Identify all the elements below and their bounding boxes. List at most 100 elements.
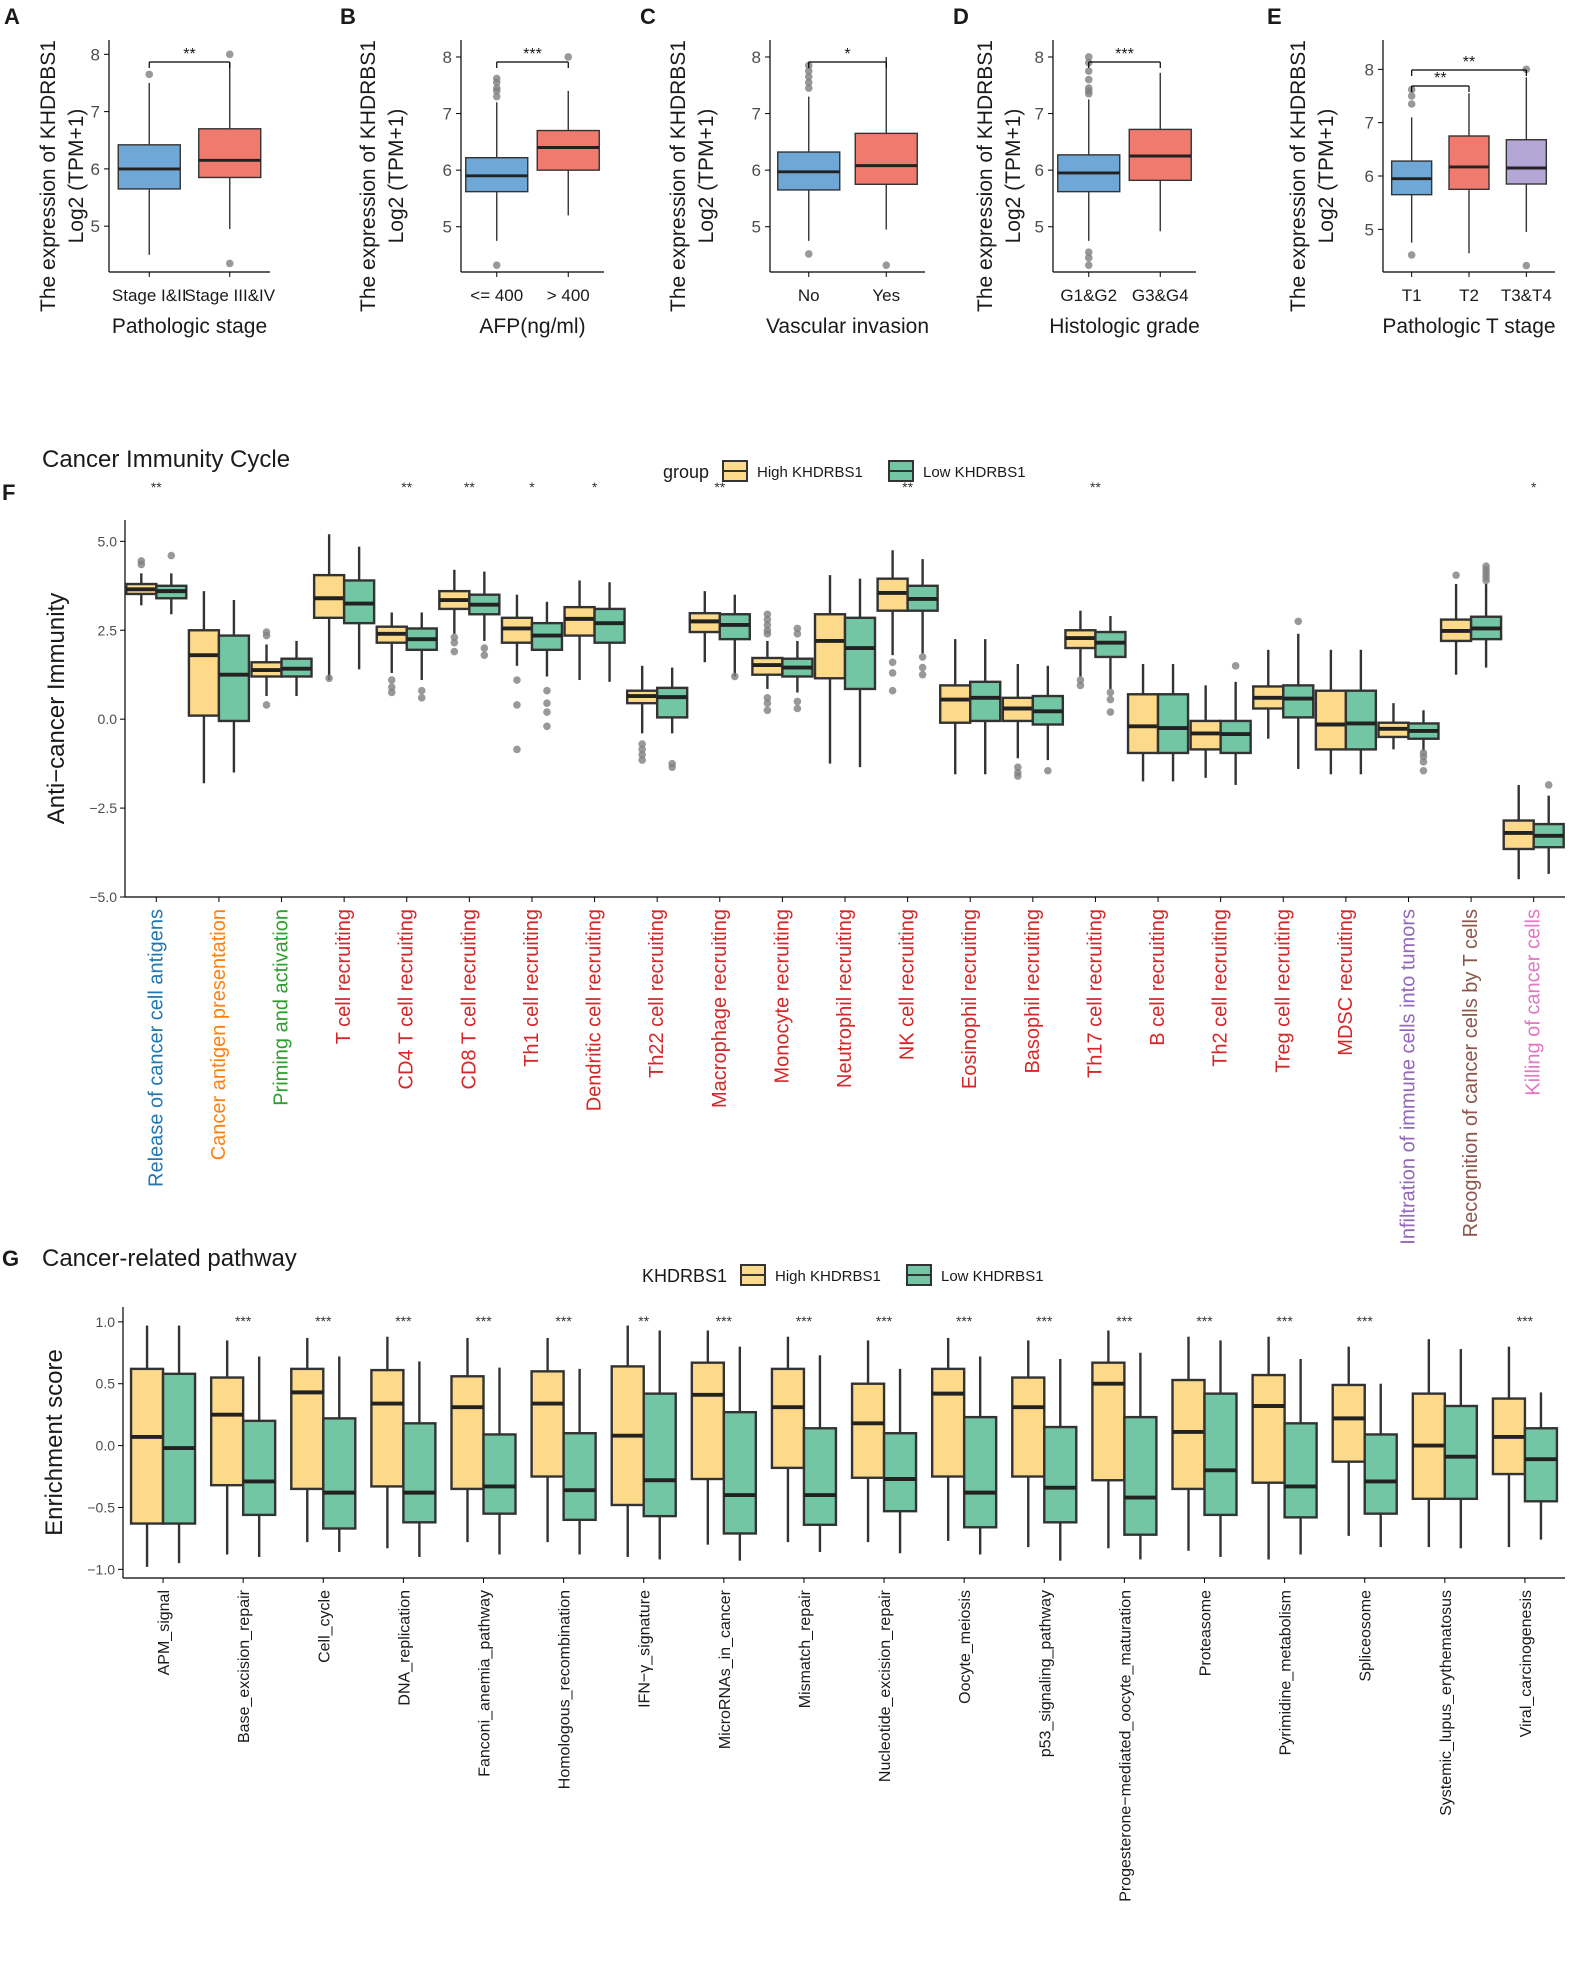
box-high-Proteasome <box>1171 1336 1206 1551</box>
outlier-point <box>638 750 646 759</box>
x-tick-label: Yes <box>872 286 900 305</box>
x-axis-title: AFP(ng/ml) <box>479 315 585 338</box>
box-high-p53_signaling_pathway <box>1011 1340 1046 1548</box>
box-low-MDSC recruiting <box>1344 649 1378 775</box>
box-high-Fanconi_anemia_pathway <box>450 1337 485 1543</box>
box-T3&T4 <box>1505 65 1548 270</box>
outlier-point <box>262 701 271 709</box>
x-tick-label: DNA_replication <box>396 1590 413 1706</box>
box-Stage III&IV <box>198 50 262 268</box>
box-high-Progesterone−mediated_oocyte_maturation <box>1091 1330 1126 1549</box>
outlier-point <box>763 626 772 635</box>
significance-label: * <box>529 479 535 495</box>
box-body <box>1448 135 1490 191</box>
outlier-point <box>417 686 426 695</box>
outlier-point <box>1522 65 1531 74</box>
outlier-point <box>793 697 802 706</box>
y-tick-label: 2.5 <box>98 622 118 638</box>
significance-label: *** <box>1116 1313 1133 1329</box>
box-high-CD4 T cell recruiting <box>375 612 408 697</box>
significance-label: ** <box>401 479 412 495</box>
significance-label: *** <box>555 1313 572 1329</box>
x-tick-label: Treg cell recruiting <box>1272 909 1294 1073</box>
box-high-Th17 cell recruiting <box>1064 610 1097 690</box>
significance-label: ** <box>151 479 162 495</box>
y-tick-label: −2.5 <box>89 800 117 816</box>
panel-label: B <box>340 4 356 29</box>
outlier-point <box>804 78 813 87</box>
box-high-T cell recruiting <box>312 534 346 683</box>
panel-label: D <box>953 4 969 29</box>
box-high-CD8 T cell recruiting <box>438 569 471 656</box>
box-body <box>1283 1422 1318 1519</box>
outlier-point <box>387 683 396 691</box>
y-axis-title: The expression of KHDRBS1 <box>357 40 380 312</box>
box-high-Homologous_recombination <box>530 1337 565 1543</box>
y-tick-label: 6 <box>91 160 100 179</box>
box-body <box>962 1415 998 1529</box>
y-axis-subtitle: Log2 (TPM+1) <box>385 109 408 244</box>
x-axis-title: Pathologic T stage <box>1382 315 1555 338</box>
box-body <box>322 1417 357 1530</box>
box-body <box>562 1432 597 1522</box>
box-body <box>129 1367 165 1525</box>
x-tick-label: > 400 <box>547 286 590 305</box>
y-axis-title: The expression of KHDRBS1 <box>667 40 690 312</box>
x-axis-title: Vascular invasion <box>766 315 929 338</box>
box-low-Homologous_recombination <box>562 1368 597 1555</box>
box-body <box>969 680 1002 723</box>
x-tick-label: Viral_carcinogenesis <box>1518 1590 1535 1737</box>
y-axis-title: Anti−cancer Immunity <box>43 593 70 824</box>
outlier-point <box>1407 100 1416 108</box>
outlier-point <box>1419 758 1428 766</box>
outlier-point <box>543 699 551 707</box>
x-tick-label: Cell_cycle <box>316 1590 333 1663</box>
outlier-point <box>763 621 772 629</box>
x-tick-label: Spliceosome <box>1358 1590 1375 1682</box>
outlier-point <box>888 669 897 677</box>
x-tick-label: Dendritic cell recruiting <box>584 909 606 1111</box>
outlier-point <box>513 745 521 754</box>
panel-label: E <box>1267 4 1282 29</box>
outlier-point <box>804 84 813 92</box>
legend-title: group <box>663 462 709 482</box>
box-body <box>802 1427 838 1526</box>
box-high-MicroRNAs_in_cancer <box>690 1330 726 1545</box>
outlier-point <box>888 658 897 667</box>
significance-label: *** <box>395 1313 412 1329</box>
box-T2 <box>1448 93 1490 254</box>
box-low-Th22 cell recruiting <box>655 667 689 771</box>
box-high-Pyrimidine_metabolism <box>1251 1336 1286 1560</box>
outlier-point <box>1522 261 1531 270</box>
significance-label: ** <box>1463 54 1475 71</box>
y-tick-label: 8 <box>1365 60 1374 79</box>
y-tick-label: 5.0 <box>98 533 118 549</box>
outlier-point <box>1231 662 1240 670</box>
box-high-Priming and activation <box>250 628 283 709</box>
panel-title: Cancer Immunity Cycle <box>42 446 290 473</box>
y-tick-label: 1.0 <box>96 1314 116 1330</box>
box-low-APM_signal <box>161 1325 197 1564</box>
box-body <box>1011 1376 1046 1478</box>
box-body <box>930 1367 966 1478</box>
significance-label: *** <box>235 1313 252 1329</box>
box-high-DNA_replication <box>370 1336 405 1549</box>
y-tick-label: 5 <box>91 217 100 236</box>
x-tick-label: Macrophage recruiting <box>709 909 731 1108</box>
box-high-Basophil recruiting <box>1001 664 1035 780</box>
y-tick-label: 8 <box>1035 48 1044 67</box>
outlier-point <box>492 92 501 101</box>
x-tick-label: CD4 T cell recruiting <box>396 909 418 1089</box>
outlier-point <box>1084 53 1093 61</box>
box-low-IFN−γ_signature <box>642 1330 677 1560</box>
box-low-Th2 cell recruiting <box>1219 662 1252 785</box>
box-high-Base_excision_repair <box>209 1340 245 1555</box>
box-high-Neutrophil recruiting <box>813 575 847 764</box>
box-high-Mismatch_repair <box>770 1336 806 1543</box>
outlier-point <box>480 651 489 659</box>
y-tick-label: 7 <box>91 103 100 122</box>
x-axis-title: Pathologic stage <box>112 315 267 338</box>
y-tick-label: 5 <box>1035 218 1044 237</box>
y-axis-subtitle: Log2 (TPM+1) <box>1002 109 1025 244</box>
significance-label: *** <box>1276 1313 1293 1329</box>
